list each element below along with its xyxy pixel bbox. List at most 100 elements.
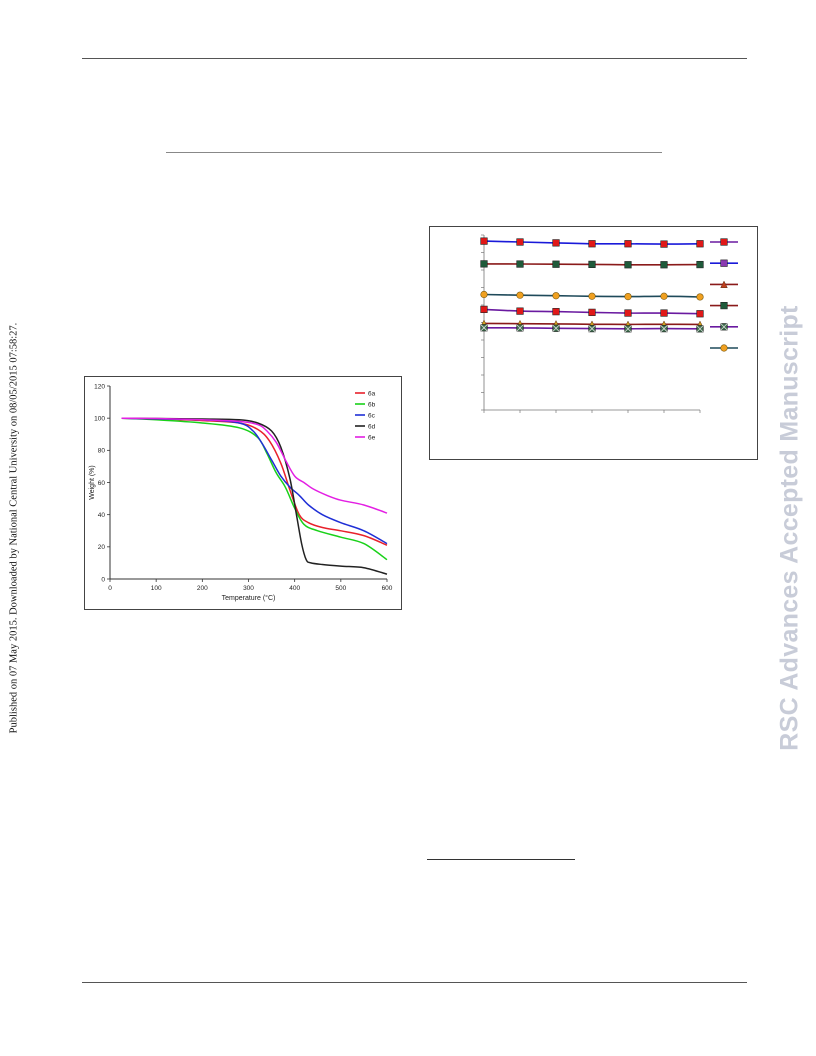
tga-y-tick-label: 40 [98,512,106,519]
stability-point-6-5 [624,325,632,333]
stability-legend-marker-2-box [720,259,728,267]
stability-legend-marker-4-box [720,302,728,310]
stability-point-1-5-box [624,240,632,248]
stability-point-6-2-cross-b [516,324,524,332]
tga-y-tick-label: 100 [94,415,105,422]
stability-point-4-5 [624,309,632,317]
stability-point-2-2-box [516,260,524,268]
stability-point-2-3 [552,260,560,268]
stability-point-1-6-box [660,240,668,248]
stability-point-6-7 [696,325,704,333]
tga-chart: 0 100 200 300 400 500 600 0 20 40 60 80 100 120 Temper… [89,383,393,602]
footnote-rule [427,859,575,860]
stability-point-6-2 [516,324,524,332]
stability-point-4-7-box [696,310,704,318]
tga-legend-label-6b: 6b [368,401,376,408]
stability-point-4-3 [552,308,560,316]
stability-point-3-5 [624,292,632,301]
stability-point-4-4 [588,308,596,316]
publication-note-text: Published on 07 May 2015. Downloaded by … [8,322,20,734]
stability-point-6-4 [588,325,596,333]
tga-series-6c [121,417,388,545]
stability-legend-marker-1 [720,238,728,246]
tga-legend-label-6c: 6c [368,412,376,419]
stability-point-6-3-cross-b [552,324,560,332]
stability-legend-marker-3 [720,280,728,288]
stability-legend-marker-2 [720,259,728,267]
stability-point-3-6 [660,292,668,300]
stability-point-1-4 [588,240,596,248]
tga-y-tick-label: 80 [98,448,106,455]
tga-x-axis-label: Temperature (°C) [222,594,276,602]
stability-point-2-6 [660,261,668,269]
stability-point-2-7-box [696,260,704,269]
tga-series-6a [121,417,388,546]
stability-point-4-6 [660,309,668,317]
stability-point-6-6 [660,325,668,333]
stability-point-4-2-box [516,307,524,315]
stability-point-2-5 [624,261,632,269]
tga-legend-label-6a: 6a [368,390,376,397]
stability-point-6-5-cross-b [624,325,632,333]
tga-series-6e [121,417,388,514]
stability-point-2-4 [588,260,596,268]
tga-x-tick-label: 500 [335,585,346,592]
stability-point-2-1 [480,260,488,268]
stability-point-3-4 [588,292,596,300]
stability-point-2-7 [696,260,704,269]
stability-point-4-1 [480,305,488,313]
stability-point-3-2 [516,291,524,299]
tga-y-tick-label: 20 [98,544,106,551]
stability-point-4-2 [516,307,524,315]
stability-legend-marker-5 [720,323,728,331]
tga-y-axis-label: Weight (%) [89,465,96,500]
stability-point-2-1-box [480,260,488,268]
tga-x-tick-label: 600 [382,585,393,592]
stability-legend-marker-4 [720,302,728,310]
tga-y-tick-label: 0 [101,576,105,583]
tga-x-tick-label: 200 [197,585,208,592]
stability-point-2-5-box [624,261,632,269]
tga-x-tick-label: 300 [243,585,254,592]
stability-point-6-3 [552,324,560,332]
stability-legend-marker-6 [720,344,728,352]
stability-point-2-6-box [660,261,668,269]
tga-figure: 0 100 200 300 400 500 600 0 20 40 60 80 100 120 Temper… [84,376,402,610]
stability-chart [480,234,738,413]
title-rule [166,152,662,153]
stability-point-3-3 [552,292,560,300]
footer-rule [82,982,747,983]
stability-figure [429,226,758,460]
tga-legend-label-6e: 6e [368,434,376,441]
watermark-text: RSC Advances Accepted Manuscript [775,305,804,751]
tga-legend-label-6d: 6d [368,423,376,430]
stability-point-6-7-cross-b [696,325,704,333]
stability-point-3-7 [696,293,704,301]
stability-point-1-7-box [696,240,704,248]
stability-point-1-4-box [588,240,596,248]
tga-series-6b [121,417,388,561]
tga-y-tick-label: 120 [94,383,105,390]
stability-point-1-5 [624,240,632,248]
stability-point-1-3 [552,239,560,247]
stability-point-4-6-box [660,309,668,317]
stability-point-4-4-box [588,308,596,316]
stability-point-1-6 [660,240,668,248]
tga-x-tick-label: 100 [151,585,162,592]
stability-point-4-5-box [624,309,632,317]
stability-point-2-2 [516,260,524,268]
stability-point-4-1-box [480,305,488,313]
stability-point-6-1-cross-b [480,324,488,332]
tga-x-tick-label: 0 [108,585,112,592]
stability-point-6-6-cross-b [660,325,668,333]
stability-point-1-7 [696,240,704,248]
stability-point-2-4-box [588,260,596,268]
stability-point-1-1 [480,237,488,245]
stability-point-6-1 [480,324,488,332]
stability-point-6-4-cross-b [588,325,596,333]
stability-legend-marker-5-cross-b [720,323,728,331]
stability-legend-marker-1-box [720,238,728,246]
stability-point-1-2 [516,238,524,246]
stability-point-1-2-box [516,238,524,246]
tga-x-tick-label: 400 [289,585,300,592]
